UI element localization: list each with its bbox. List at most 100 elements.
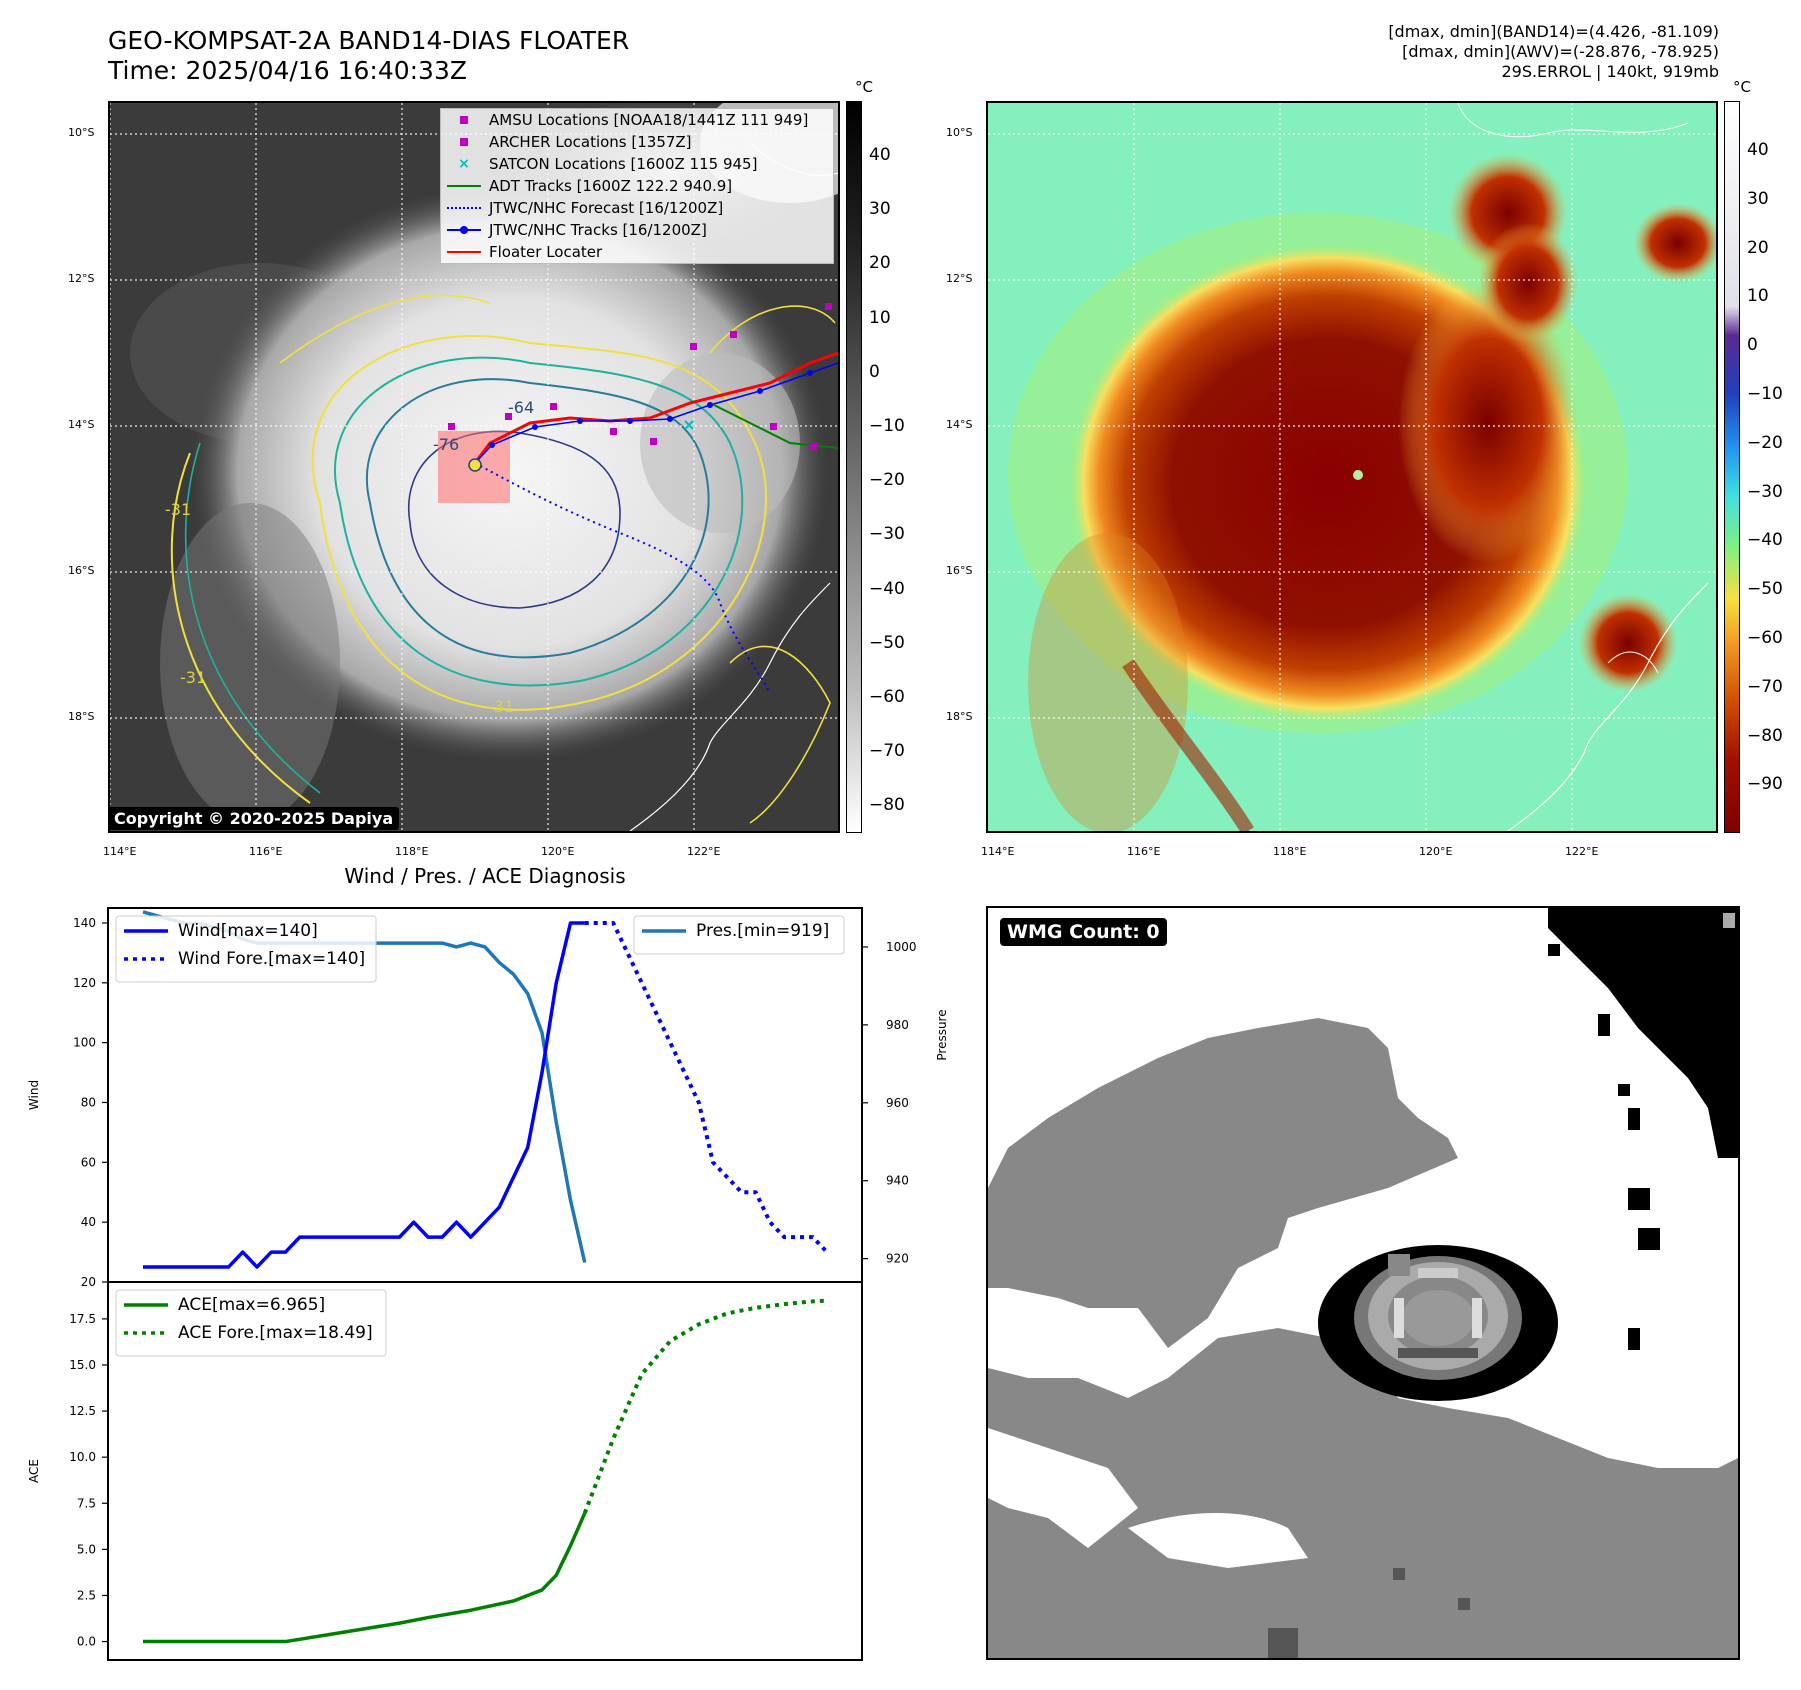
y-tick-label: 17.5 [69, 1312, 96, 1326]
ace-panel-frame [107, 1281, 863, 1661]
y-tick-label: 10.0 [69, 1450, 96, 1464]
colorbar-tick-label: −50 [1747, 579, 1783, 600]
y-tick-label: 40 [81, 1215, 96, 1229]
colorbar-color [1724, 101, 1740, 833]
colorbar-tick-label: −30 [1747, 481, 1783, 502]
legend-item-amsu: AMSU Locations [NOAA18/1441Z 111 949] [441, 109, 833, 131]
wind-forecast-line [584, 920, 829, 1254]
y-tick-label: 12.5 [69, 1404, 96, 1418]
colorbar-tick-label: −40 [1747, 530, 1783, 551]
legend-item-satcon: × SATCON Locations [1600Z 115 945] [441, 153, 833, 175]
ace-line [143, 1512, 587, 1644]
legend-item-forecast: JTWC/NHC Forecast [16/1200Z] [441, 197, 833, 219]
legend-item-archer: ARCHER Locations [1357Z] [441, 131, 833, 153]
lat-label: 16°S [68, 564, 95, 577]
colorbar-tick-label: −50 [869, 632, 905, 653]
lon-label: 120°E [541, 845, 575, 858]
colorbar-tick-label: −80 [869, 795, 905, 816]
y-tick-label: 140 [73, 916, 96, 930]
y-tick-label: 2.5 [77, 1588, 96, 1602]
y-tick-label: 5.0 [77, 1542, 96, 1556]
diagnosis-chart: 20 40 60 80 100 120 140 Wind 920 940 960 980 1000 Pre… [27, 907, 949, 1661]
colorbar-tick-label: −80 [1747, 725, 1783, 746]
lon-label: 116°E [1127, 845, 1161, 858]
lon-label: 116°E [249, 845, 283, 858]
y-axis-label: Pressure [935, 1009, 949, 1060]
line-dot-icon [447, 223, 481, 237]
y-tick-label: 0.0 [77, 1635, 96, 1649]
colorbar-tick-label: 20 [1747, 237, 1769, 258]
pressure-legend [633, 915, 845, 955]
colorbar-tick-label: −40 [869, 578, 905, 599]
wind-line [143, 921, 585, 1269]
colorbar-tick-label: 30 [1747, 188, 1769, 209]
lat-label: 16°S [946, 564, 973, 577]
legend-item-floater: Floater Locater [441, 241, 833, 263]
legend-item-tracks: JTWC/NHC Tracks [16/1200Z] [441, 219, 833, 241]
colorbar-tick-label: −70 [869, 741, 905, 762]
colorbar-tick-label: −20 [1747, 432, 1783, 453]
square-marker-icon [447, 135, 481, 149]
line-marker-icon [447, 179, 481, 193]
legend-label: AMSU Locations [NOAA18/1441Z 111 949] [489, 111, 809, 129]
y-tick-label: 20 [81, 1275, 96, 1289]
diagnosis-title: Wind / Pres. / ACE Diagnosis [344, 864, 626, 888]
ace-forecast-line [582, 1298, 828, 1514]
colorbar-tick-label: −30 [869, 524, 905, 545]
lat-label: 18°S [68, 710, 95, 723]
colorbar-tick-label: 0 [869, 361, 880, 382]
colorbar-tick-label: −90 [1747, 774, 1783, 795]
contour-label: -31 [488, 697, 515, 716]
colorbar-tick-label: 40 [869, 145, 891, 165]
y-tick-label: 60 [81, 1155, 96, 1169]
copyright-badge: Copyright © 2020-2025 Dapiya [108, 807, 400, 830]
y-tick-label: 100 [73, 1036, 96, 1050]
y-axis-label: Wind [27, 1080, 41, 1110]
colorbar-tick-label: −20 [869, 470, 905, 491]
colorbar-tick-label: −70 [1747, 676, 1783, 697]
lon-label: 122°E [687, 845, 721, 858]
chart-title-line2: Time: 2025/04/16 16:40:33Z [108, 56, 467, 85]
colorbar-tick-label: 20 [869, 253, 891, 274]
legend-label: SATCON Locations [1600Z 115 945] [489, 155, 758, 173]
colorbar-tick-label: 40 [1747, 140, 1769, 160]
legend-label: Wind[max=140] [178, 921, 318, 941]
legend-label: Wind Fore.[max=140] [178, 949, 365, 969]
legend-label: Floater Locater [489, 243, 603, 261]
legend-label: Pres.[min=919] [696, 921, 829, 941]
lat-label: 14°S [68, 418, 95, 431]
lat-label: 12°S [946, 272, 973, 285]
lat-label: 10°S [946, 126, 973, 139]
colorbar-gray [846, 101, 862, 833]
lon-label: 122°E [1565, 845, 1599, 858]
info-awv: [dmax, dmin](AWV)=(-28.876, -78.925) [1402, 42, 1719, 61]
color-map-image [988, 103, 1716, 831]
contour-label: -64 [508, 398, 535, 417]
colorbar-tick-label: −10 [869, 416, 905, 436]
colorbar-tick-label: −60 [1747, 628, 1783, 648]
lon-label: 114°E [103, 845, 137, 858]
lon-label: 118°E [1273, 845, 1307, 858]
wmg-panel [986, 906, 1740, 1660]
colorbar-tick-label: 10 [869, 307, 891, 328]
legend-label: JTWC/NHC Forecast [16/1200Z] [489, 199, 724, 217]
lon-label: 118°E [395, 845, 429, 858]
y-tick-label: 980 [886, 1018, 909, 1032]
colorbar-tick-label: −10 [1747, 384, 1783, 404]
colorbar-tick-label: −60 [869, 687, 905, 707]
colorbar-color-unit: °C [1733, 78, 1751, 96]
wind-legend [115, 915, 377, 983]
y-tick-label: 7.5 [77, 1496, 96, 1510]
y-tick-label: 1000 [886, 940, 917, 954]
y-tick-label: 960 [886, 1096, 909, 1110]
legend-label: ACE Fore.[max=18.49] [178, 1323, 373, 1343]
x-marker-icon: × [458, 156, 470, 172]
info-storm: 29S.ERROL | 140kt, 919mb [1501, 62, 1719, 81]
colorbar-tick-label: 10 [1747, 286, 1769, 307]
chart-title-line1: GEO-KOMPSAT-2A BAND14-DIAS FLOATER [108, 26, 630, 55]
y-axis-label: ACE [27, 1459, 41, 1483]
lon-label: 114°E [981, 845, 1015, 858]
ace-legend [115, 1289, 387, 1357]
map-legend: AMSU Locations [NOAA18/1441Z 111 949] AR… [440, 108, 834, 264]
legend-label: JTWC/NHC Tracks [16/1200Z] [489, 221, 707, 239]
